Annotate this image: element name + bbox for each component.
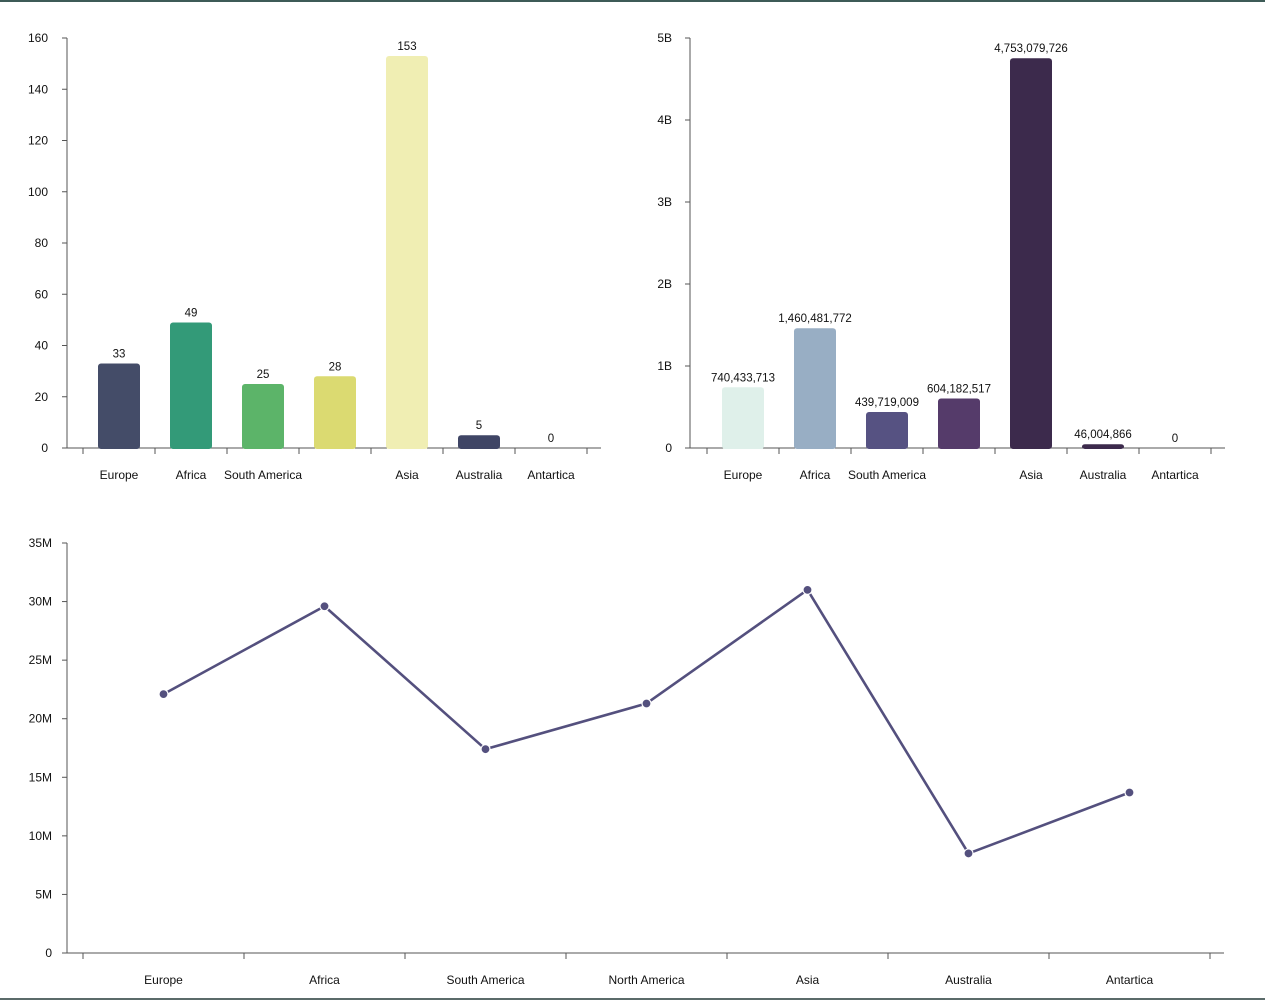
data-point xyxy=(158,689,169,700)
x-tick-label: Antartica xyxy=(1151,468,1199,482)
x-tick-label: South America xyxy=(224,468,302,482)
bar xyxy=(386,55,428,449)
y-tick-label: 15M xyxy=(29,770,52,784)
x-tick-label: Asia xyxy=(796,973,820,987)
y-tick-label: 160 xyxy=(28,31,48,45)
data-point xyxy=(963,848,974,859)
bar xyxy=(242,383,284,449)
x-tick-label: Antartica xyxy=(527,468,575,482)
x-tick-label: Australia xyxy=(456,468,503,482)
y-tick-label: 3B xyxy=(657,195,672,209)
y-tick-label: 2B xyxy=(657,277,672,291)
y-tick-label: 0 xyxy=(665,441,672,455)
bar xyxy=(938,398,980,449)
x-tick-label: Europe xyxy=(144,973,183,987)
y-tick-label: 80 xyxy=(35,236,49,250)
x-tick-label: Australia xyxy=(945,973,992,987)
x-tick-label: South America xyxy=(446,973,524,987)
x-tick-label: Africa xyxy=(176,468,207,482)
y-tick-label: 1B xyxy=(657,359,672,373)
y-tick-label: 0 xyxy=(45,946,52,960)
data-label: 4,753,079,726 xyxy=(994,43,1068,55)
bar xyxy=(170,322,212,449)
bottom-border xyxy=(0,998,1265,1000)
y-tick-label: 30M xyxy=(29,595,52,609)
data-label: 5 xyxy=(476,420,482,432)
data-point xyxy=(641,698,652,709)
bar xyxy=(722,387,764,449)
data-point xyxy=(480,744,491,755)
top-border xyxy=(0,0,1265,2)
data-label: 49 xyxy=(185,307,198,319)
data-point xyxy=(802,584,813,595)
y-tick-label: 35M xyxy=(29,536,52,550)
y-tick-label: 5M xyxy=(35,887,52,901)
x-tick-label: North America xyxy=(608,973,684,987)
x-tick-label: Africa xyxy=(800,468,831,482)
data-label: 0 xyxy=(1172,433,1178,445)
data-label: 740,433,713 xyxy=(711,372,775,384)
data-label: 25 xyxy=(257,369,270,381)
continent-population-bar-chart: 0 1B 2B 3B 4B 5B Europe Africa South America Asia… xyxy=(657,31,1225,482)
x-tick-label: Asia xyxy=(395,468,419,482)
x-tick-label: Australia xyxy=(1080,468,1127,482)
data-label: 153 xyxy=(397,41,416,53)
y-tick-label: 140 xyxy=(28,82,48,96)
bar xyxy=(1010,58,1052,449)
data-label: 604,182,517 xyxy=(927,383,991,395)
x-tick-label: Asia xyxy=(1019,468,1043,482)
data-point xyxy=(1124,787,1135,798)
x-tick-label: Europe xyxy=(724,468,763,482)
y-tick-label: 10M xyxy=(29,829,52,843)
continent-count-bar-chart: 0 20 40 60 80 100 120 140 160 Europe Africa South A… xyxy=(28,31,601,482)
data-label: 33 xyxy=(113,348,126,360)
bar xyxy=(458,435,500,449)
y-tick-label: 40 xyxy=(35,339,49,353)
series-line xyxy=(162,588,1130,855)
y-tick-label: 100 xyxy=(28,185,48,199)
y-tick-label: 25M xyxy=(29,653,52,667)
x-tick-label: South America xyxy=(848,468,926,482)
x-tick-label: Africa xyxy=(309,973,340,987)
y-tick-label: 4B xyxy=(657,113,672,127)
data-point xyxy=(319,601,330,612)
bar xyxy=(794,328,836,449)
bar xyxy=(866,411,908,449)
data-label: 28 xyxy=(329,361,342,373)
data-label: 0 xyxy=(548,433,554,445)
bar xyxy=(314,376,356,449)
data-label: 439,719,009 xyxy=(855,397,919,409)
y-tick-label: 120 xyxy=(28,134,48,148)
y-tick-label: 20M xyxy=(29,712,52,726)
y-tick-label: 20 xyxy=(35,390,49,404)
bar xyxy=(98,363,140,449)
data-label: 46,004,866 xyxy=(1074,429,1132,441)
y-tick-label: 0 xyxy=(41,441,48,455)
x-tick-label: Antartica xyxy=(1106,973,1154,987)
y-tick-label: 5B xyxy=(657,31,672,45)
continent-line-chart: 0 5M 10M 15M 20M 25M 30M 35M Europe Africa South A… xyxy=(29,536,1224,987)
x-tick-label: Europe xyxy=(100,468,139,482)
y-tick-label: 60 xyxy=(35,287,49,301)
data-label: 1,460,481,772 xyxy=(778,313,852,325)
bar xyxy=(1082,444,1124,449)
